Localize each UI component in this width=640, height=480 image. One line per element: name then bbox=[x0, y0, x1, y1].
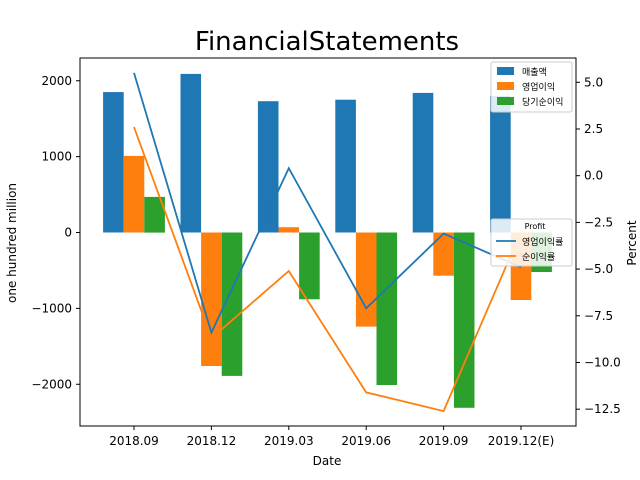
lines-layer bbox=[133, 72, 522, 413]
bar-3-4 bbox=[376, 232, 398, 385]
y-right-tick-label: −2.5 bbox=[584, 215, 613, 229]
y-right-tick-label: 2.5 bbox=[584, 122, 603, 136]
legend-lines-box bbox=[490, 218, 573, 267]
y-axis-left: −2000 −1000 0 1000 2000 bbox=[31, 74, 80, 391]
bar-2-4 bbox=[355, 232, 377, 327]
bar-1-6 bbox=[490, 95, 511, 233]
y-left-tick-label: −1000 bbox=[31, 301, 72, 315]
y-right-tick-label: 5.0 bbox=[584, 75, 603, 89]
bar-3-1 bbox=[144, 196, 165, 233]
bar-3-2 bbox=[221, 232, 243, 376]
bar-2-3 bbox=[278, 227, 300, 233]
plot-frame bbox=[79, 57, 577, 427]
y-left-tick-label: −2000 bbox=[31, 377, 72, 391]
bar-1-5 bbox=[412, 92, 434, 233]
y-axis-right: 5.0 2.5 0.0 −2.5 −5.0 −7.5 −10.0 −12.5 bbox=[576, 75, 621, 416]
y-left-tick-label: 2000 bbox=[41, 74, 72, 88]
bar-3-3 bbox=[299, 232, 320, 300]
line-series-1 bbox=[133, 72, 522, 336]
y-right-tick-label: −5.0 bbox=[584, 262, 613, 276]
bars-layer bbox=[103, 73, 552, 408]
legend-bar-label: 매출액 bbox=[522, 66, 547, 78]
x-tick-label: 2019.03 bbox=[264, 434, 314, 448]
x-tick-label: 2018.09 bbox=[109, 434, 159, 448]
legend-line-label: 영업이익률 bbox=[522, 236, 563, 248]
legend-bar-swatch bbox=[497, 97, 514, 105]
line-series-2 bbox=[133, 126, 522, 413]
y-left-tick-label: 0 bbox=[64, 226, 72, 240]
x-tick-label: 2019.06 bbox=[341, 434, 391, 448]
legend-lines-title: Profit bbox=[525, 222, 546, 231]
legend-bar-label: 영업이익 bbox=[522, 81, 555, 93]
x-tick-label: 2018.12 bbox=[187, 434, 237, 448]
legend-line-label: 순이익률 bbox=[522, 251, 555, 263]
y-right-tick-label: 0.0 bbox=[584, 169, 603, 183]
x-tick-label: 2019.09 bbox=[419, 434, 469, 448]
bar-1-1 bbox=[103, 92, 124, 233]
bar-2-2 bbox=[201, 232, 222, 366]
x-tick-label: 2019.12(E) bbox=[488, 434, 555, 448]
legend-bar-swatch bbox=[497, 82, 514, 90]
legend-bar-label: 당기순이익 bbox=[522, 96, 563, 108]
bar-1-2 bbox=[180, 73, 202, 233]
bar-2-1 bbox=[123, 155, 145, 233]
y-right-tick-label: −10.0 bbox=[584, 355, 621, 369]
bar-1-4 bbox=[335, 99, 356, 233]
x-axis: 2018.09 2018.12 2019.03 2019.06 2019.09 2019.… bbox=[109, 426, 554, 448]
y-axis-left-label: one hundred million bbox=[5, 183, 19, 303]
chart-title: FinancialStatements bbox=[195, 27, 459, 57]
y-left-tick-label: 1000 bbox=[41, 150, 72, 164]
bar-2-5 bbox=[433, 232, 454, 276]
x-axis-label: Date bbox=[313, 454, 342, 468]
bar-3-5 bbox=[453, 232, 475, 408]
y-right-tick-label: −7.5 bbox=[584, 309, 613, 323]
legend-bar-swatch bbox=[497, 67, 514, 75]
y-right-tick-label: −12.5 bbox=[584, 402, 621, 416]
y-axis-right-label: Percent bbox=[625, 220, 639, 265]
